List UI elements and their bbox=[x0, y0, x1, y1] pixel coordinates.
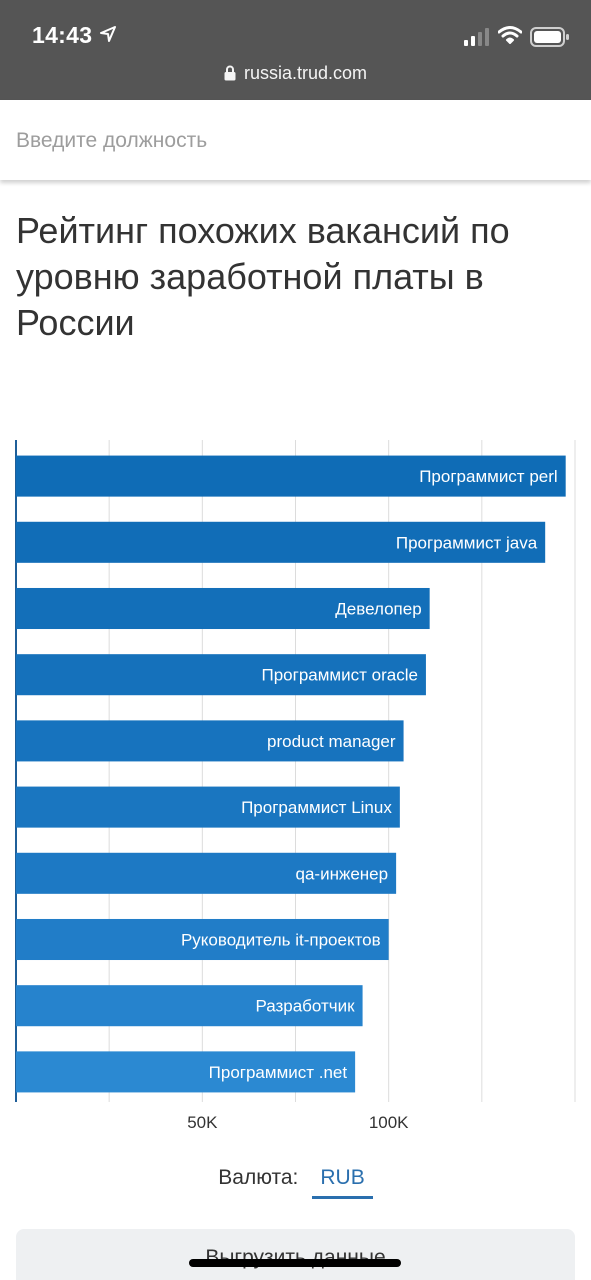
bar[interactable] bbox=[16, 852, 397, 894]
bar-label: product manager bbox=[267, 732, 396, 751]
url-text: russia.trud.com bbox=[243, 63, 368, 83]
lock-icon bbox=[224, 65, 236, 81]
bar[interactable] bbox=[16, 654, 426, 696]
bar[interactable] bbox=[16, 521, 546, 563]
currency-select[interactable]: RUB bbox=[312, 1166, 373, 1199]
bar[interactable] bbox=[16, 720, 404, 762]
bar[interactable] bbox=[16, 1051, 356, 1093]
x-tick-label: 100K bbox=[369, 1113, 409, 1132]
status-bar: 14:43 russia.trud.com bbox=[0, 0, 591, 100]
bar[interactable] bbox=[16, 985, 363, 1027]
search-input[interactable] bbox=[16, 120, 576, 162]
bar[interactable] bbox=[16, 786, 400, 828]
bar-label: Руководитель it-проектов bbox=[181, 931, 381, 950]
page-title: Рейтинг похожих вакансий по уровню зараб… bbox=[16, 210, 510, 343]
signal-icon bbox=[464, 28, 489, 46]
bar-label: Разработчик bbox=[255, 997, 355, 1016]
bar-label: Программист perl bbox=[419, 467, 557, 486]
bar-label: Программист Linux bbox=[241, 798, 392, 817]
wifi-icon bbox=[498, 26, 522, 44]
bar[interactable] bbox=[16, 918, 389, 961]
bar-label: Программист oracle bbox=[262, 666, 418, 685]
bar-label: Девелопер bbox=[335, 600, 421, 619]
bar-label: Программист .net bbox=[209, 1063, 348, 1082]
bar[interactable] bbox=[16, 455, 566, 497]
x-tick-label: 50K bbox=[187, 1113, 218, 1132]
home-indicator bbox=[189, 1259, 401, 1267]
search-bar bbox=[0, 100, 591, 180]
battery-icon bbox=[530, 27, 569, 47]
bar[interactable] bbox=[16, 587, 430, 630]
address-bar[interactable]: russia.trud.com bbox=[0, 63, 591, 84]
location-arrow-icon bbox=[100, 26, 116, 42]
salary-bar-chart: Программист perl Программист java Девелопе… bbox=[15, 440, 576, 1132]
currency-label: Валюта: bbox=[218, 1166, 299, 1189]
salary-chart: Программист perl Программист java Девелопе… bbox=[0, 430, 591, 1155]
currency-row: Валюта: RUB bbox=[0, 1166, 591, 1199]
bar-label: Программист java bbox=[396, 533, 538, 552]
bar-label: qa-инженер bbox=[296, 864, 389, 883]
clock: 14:43 bbox=[32, 22, 93, 48]
download-data-button[interactable]: Выгрузить данные bbox=[16, 1229, 575, 1280]
